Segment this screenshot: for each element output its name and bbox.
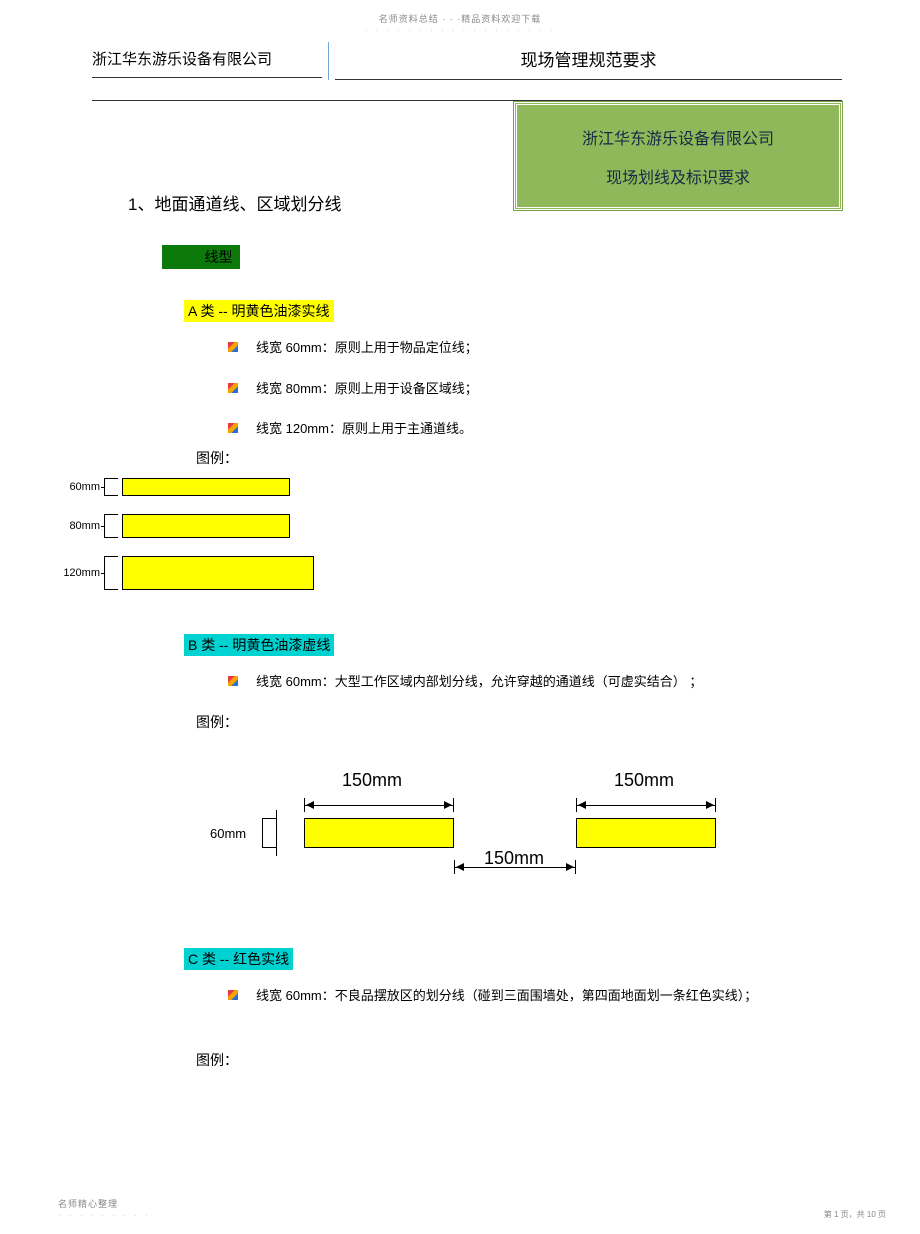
linetype-num: 1)	[170, 247, 182, 267]
dimension-bracket	[104, 478, 118, 496]
yellow-bar	[122, 514, 290, 538]
dim-label-gap: 150mm	[484, 848, 544, 869]
document-header: 浙江华东游乐设备有限公司 现场管理规范要求	[92, 42, 842, 80]
category-b-label: B 类 -- 明黄色油漆虚线	[184, 634, 334, 656]
category-a-label: A 类 -- 明黄色油漆实线	[184, 300, 334, 322]
header-divider	[328, 42, 329, 80]
bullet-text: 线宽 80mm：原则上用于设备区域线；	[256, 377, 478, 402]
top-watermark: 名师资料总结 · · ·精品资料欢迎下载 · · · · · · · · · ·…	[0, 12, 920, 35]
dimension-line	[304, 798, 454, 812]
dimension-bracket	[104, 514, 118, 538]
category-b-legend: 图例：	[196, 712, 238, 732]
yellow-bar	[122, 556, 314, 590]
title-callout-box: 浙江华东游乐设备有限公司 现场划线及标识要求	[514, 102, 842, 210]
bullet-icon	[228, 383, 238, 393]
header-company: 浙江华东游乐设备有限公司	[92, 44, 322, 78]
dimension-bracket	[104, 556, 118, 590]
list-item: 线宽 60mm：不良品摆放区的划分线（碰到三面围墙处，第四面地面划一条红色实线）…	[228, 984, 757, 1009]
category-c-label: C 类 -- 红色实线	[184, 948, 293, 970]
line-label: 60mm	[58, 481, 100, 493]
line-sample-120: 120mm	[58, 556, 314, 590]
linetype-badge: 1) 线型	[162, 245, 240, 269]
dim-label-150: 150mm	[614, 770, 674, 791]
line-label: 120mm	[58, 567, 100, 579]
watermark-dots: · · · · · · · · · · · · · · · · · ·	[365, 26, 556, 35]
bullet-icon	[228, 423, 238, 433]
dashed-line-diagram: 150mm 150mm 150mm 60mm	[196, 770, 716, 900]
list-item: 线宽 120mm：原则上用于主通道线。	[228, 417, 478, 442]
horizontal-rule	[92, 100, 842, 101]
category-c-legend: 图例：	[196, 1050, 238, 1070]
dimension-line	[576, 798, 716, 812]
watermark-text: 名师资料总结 · · ·精品资料欢迎下载	[379, 14, 542, 24]
list-item: 线宽 60mm：大型工作区域内部划分线，允许穿越的通道线（可虚实结合） ；	[228, 670, 702, 695]
header-title: 现场管理规范要求	[335, 42, 842, 80]
bullet-text: 线宽 60mm：原则上用于物品定位线；	[256, 336, 478, 361]
bullet-text: 线宽 120mm：原则上用于主通道线。	[256, 417, 472, 442]
bottom-watermark-dots: · · · · · · · · ·	[58, 1211, 151, 1220]
dimension-bracket	[262, 818, 276, 848]
yellow-dash-segment	[304, 818, 454, 848]
category-a-legend: 图例：	[196, 448, 238, 468]
dim-label-150: 150mm	[342, 770, 402, 791]
category-b-bullets: 线宽 60mm：大型工作区域内部划分线，允许穿越的通道线（可虚实结合） ；	[228, 670, 702, 711]
bullet-icon	[228, 676, 238, 686]
solid-line-legend: 60mm 80mm 120mm	[58, 478, 314, 608]
bottom-watermark-text: 名师精心整理	[58, 1199, 118, 1209]
linetype-label: 线型	[204, 247, 232, 267]
yellow-dash-segment	[576, 818, 716, 848]
bullet-text: 线宽 60mm：大型工作区域内部划分线，允许穿越的通道线（可虚实结合） ；	[256, 670, 702, 695]
line-label: 80mm	[58, 520, 100, 532]
list-item: 线宽 80mm：原则上用于设备区域线；	[228, 377, 478, 402]
category-a-bullets: 线宽 60mm：原则上用于物品定位线； 线宽 80mm：原则上用于设备区域线； …	[228, 336, 478, 458]
page-number: 第 1 页，共 10 页	[824, 1209, 886, 1220]
dimension-tick	[276, 810, 277, 856]
list-item: 线宽 60mm：原则上用于物品定位线；	[228, 336, 478, 361]
bullet-icon	[228, 990, 238, 1000]
section-1-title: 1、地面通道线、区域划分线	[128, 190, 341, 215]
line-sample-60: 60mm	[58, 478, 314, 496]
category-c-bullets: 线宽 60mm：不良品摆放区的划分线（碰到三面围墙处，第四面地面划一条红色实线）…	[228, 984, 757, 1025]
bullet-icon	[228, 342, 238, 352]
dim-label-60: 60mm	[210, 826, 246, 841]
callout-line1: 浙江华东游乐设备有限公司	[582, 125, 774, 149]
yellow-bar	[122, 478, 290, 496]
bottom-watermark: 名师精心整理 · · · · · · · · ·	[58, 1197, 151, 1220]
callout-line2: 现场划线及标识要求	[606, 164, 750, 188]
bullet-text: 线宽 60mm：不良品摆放区的划分线（碰到三面围墙处，第四面地面划一条红色实线）…	[256, 984, 757, 1009]
line-sample-80: 80mm	[58, 514, 314, 538]
